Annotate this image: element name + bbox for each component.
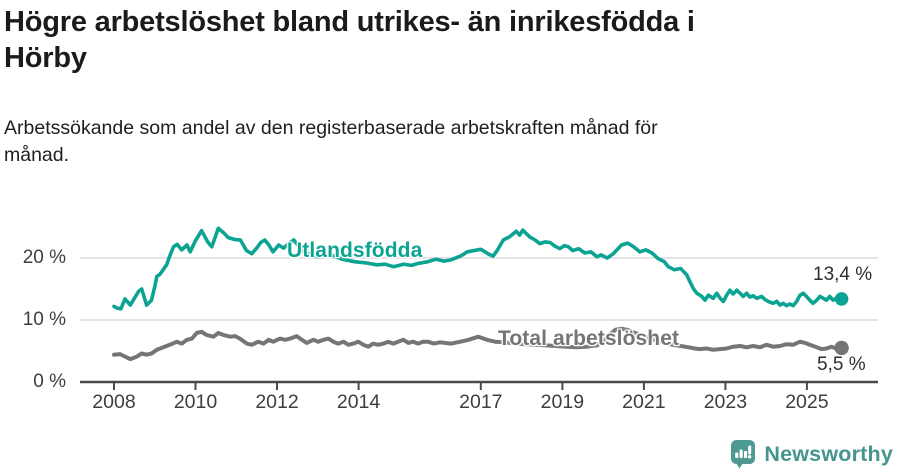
series-label-utlandsfodda: Utlandsfödda [287, 239, 423, 262]
total-arbetsloshet-end-dot [834, 340, 849, 356]
newsworthy-logo-text: Newsworthy [764, 441, 893, 466]
newsworthy-logo-icon [731, 440, 756, 469]
y-axis: 0 % 10 % 20 % [0, 0, 66, 474]
gridlines [80, 257, 878, 321]
end-value-label-total-arbetsloshet: 5,5 % [817, 354, 866, 375]
chart-subtitle: Arbetssökande som andel av den registerb… [4, 117, 658, 167]
utlandsfodda-end-dot [834, 292, 849, 306]
y-axis-label: 20 % [22, 247, 66, 268]
y-axis-label: 0 % [33, 371, 66, 392]
chart-title: Högre arbetslöshet bland utrikes- än inr… [4, 6, 695, 74]
newsworthy-branding[interactable]: Newsworthy [730, 439, 893, 469]
total-arbetsloshet-line [112, 326, 844, 362]
utlandsfodda-line [112, 226, 844, 311]
end-value-label-utlandsfodda: 13,4 % [813, 264, 873, 285]
series-label-total-arbetsloshet: Total arbetslöshet [498, 327, 680, 350]
x-axis-line-and-ticks [80, 380, 878, 390]
y-axis-label: 10 % [22, 309, 66, 330]
